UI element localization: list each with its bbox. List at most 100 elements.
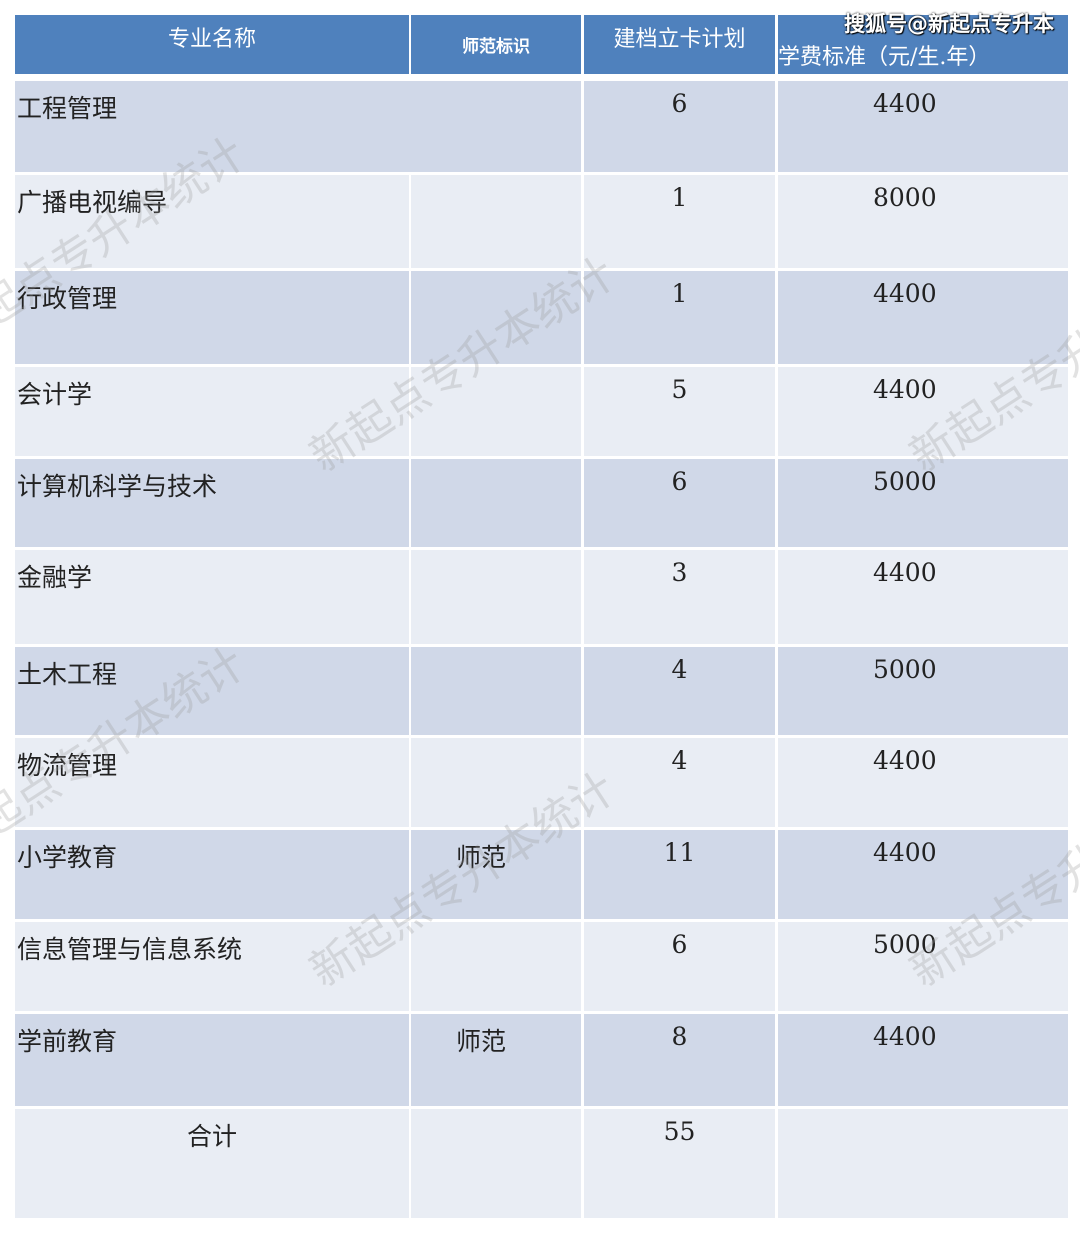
- plan-cell-text: 6: [671, 930, 688, 959]
- header-label: 专业名称: [167, 27, 256, 52]
- table-header: 专业名称 师范标识 建档立卡计划 学费标准（元/生.年）: [15, 15, 1068, 74]
- major-name-cell: 金融学: [15, 550, 409, 644]
- total-label-cell-text: 合计: [186, 1122, 237, 1151]
- normal-flag-cell: [411, 175, 581, 268]
- table-row: 学前教育 师范 8 4400: [15, 1014, 1068, 1106]
- fee-cell: 8000: [778, 175, 1068, 268]
- major-name-cell-text: 小学教育: [17, 843, 118, 872]
- total-row: 合计 55: [15, 1109, 1068, 1218]
- major-name-cell: 土木工程: [15, 647, 409, 735]
- plan-cell: 4: [584, 647, 775, 735]
- fee-cell-text: 4400: [873, 279, 937, 308]
- normal-flag-cell: [411, 459, 581, 547]
- header-label: 师范标识: [462, 37, 530, 57]
- fee-cell: 4400: [778, 367, 1068, 456]
- plan-cell: 1: [584, 271, 775, 364]
- major-name-cell: 信息管理与信息系统: [15, 922, 409, 1011]
- fee-cell-text: 4400: [873, 1022, 937, 1051]
- plan-cell: 11: [584, 830, 775, 919]
- table-row: 广播电视编导 1 8000: [15, 175, 1068, 268]
- major-name-cell: 会计学: [15, 367, 409, 456]
- fee-cell: 4400: [778, 81, 1068, 172]
- total-normal-cell: [411, 1109, 581, 1218]
- major-name-cell: 小学教育: [15, 830, 409, 919]
- plan-cell: 6: [584, 922, 775, 1011]
- major-name-cell: 学前教育: [15, 1014, 409, 1106]
- plan-cell: 4: [584, 738, 775, 827]
- header-label: 建档立卡计划: [613, 27, 746, 52]
- header-fee: 学费标准（元/生.年）: [778, 15, 1068, 74]
- plan-cell-text: 3: [671, 558, 688, 587]
- fee-cell-text: 4400: [873, 89, 937, 118]
- header-plan: 建档立卡计划: [584, 15, 775, 74]
- normal-flag-cell: [411, 738, 581, 827]
- plan-cell: 3: [584, 550, 775, 644]
- table-row: 小学教育 师范 11 4400: [15, 830, 1068, 919]
- normal-flag-cell: 师范: [411, 830, 581, 919]
- table-row: 工程管理 6 4400: [15, 81, 1068, 172]
- plan-cell-text: 1: [671, 279, 688, 308]
- fee-cell: 4400: [778, 550, 1068, 644]
- source-watermark: 搜狐号@新起点专升本: [844, 12, 1054, 36]
- normal-flag-cell: [411, 271, 581, 364]
- table-row: 金融学 3 4400: [15, 550, 1068, 644]
- plan-cell-text: 11: [663, 838, 696, 867]
- fee-cell-text: 4400: [873, 558, 937, 587]
- plan-cell-text: 8: [671, 1022, 688, 1051]
- major-name-cell: 计算机科学与技术: [15, 459, 409, 547]
- plan-cell-text: 6: [671, 89, 688, 118]
- total-fee-cell: [778, 1109, 1068, 1218]
- table-row: 行政管理 1 4400: [15, 271, 1068, 364]
- header-normal-flag: 师范标识: [411, 15, 581, 74]
- major-name-cell-text: 行政管理: [17, 284, 118, 313]
- major-name-cell: 行政管理: [15, 271, 409, 364]
- table-row: 信息管理与信息系统 6 5000: [15, 922, 1068, 1011]
- plan-cell: 5: [584, 367, 775, 456]
- normal-flag-cell: 师范: [411, 1014, 581, 1106]
- major-name-cell-text: 广播电视编导: [17, 188, 168, 217]
- plan-cell: 8: [584, 1014, 775, 1106]
- plan-cell-text: 1: [671, 183, 688, 212]
- major-name-cell-text: 学前教育: [17, 1027, 118, 1056]
- fee-cell: 5000: [778, 459, 1068, 547]
- major-name-cell-text: 金融学: [17, 563, 93, 592]
- normal-flag-cell-text: 师范: [455, 1027, 506, 1056]
- normal-flag-cell: [411, 367, 581, 456]
- plan-cell: 1: [584, 175, 775, 268]
- header-major: 专业名称: [15, 15, 409, 74]
- plan-cell-text: 6: [671, 467, 688, 496]
- major-name-cell-text: 信息管理与信息系统: [17, 935, 243, 964]
- major-name-cell-text: 计算机科学与技术: [17, 472, 218, 501]
- fee-cell: 5000: [778, 922, 1068, 1011]
- major-name-cell-text: 工程管理: [17, 94, 118, 123]
- major-name-cell: 广播电视编导: [15, 175, 409, 268]
- total-plan-cell-text: 55: [663, 1117, 696, 1146]
- table-row: 土木工程 4 5000: [15, 647, 1068, 735]
- total-label-cell: 合计: [15, 1109, 409, 1218]
- table-row: 物流管理 4 4400: [15, 738, 1068, 827]
- fee-cell: 4400: [778, 830, 1068, 919]
- table-row: 会计学 5 4400: [15, 367, 1068, 456]
- fee-cell-text: 4400: [873, 838, 937, 867]
- major-name-cell: 物流管理: [15, 738, 409, 827]
- fee-cell: 5000: [778, 647, 1068, 735]
- fee-cell-text: 4400: [873, 746, 937, 775]
- normal-flag-cell: [411, 550, 581, 644]
- plan-cell: 6: [584, 81, 775, 172]
- plan-cell-text: 4: [671, 746, 688, 775]
- fee-cell-text: 5000: [873, 467, 937, 496]
- fee-cell-text: 8000: [873, 183, 937, 212]
- plan-cell-text: 4: [671, 655, 688, 684]
- major-name-cell-text: 土木工程: [17, 660, 118, 689]
- fee-cell: 4400: [778, 271, 1068, 364]
- fee-cell-text: 5000: [873, 930, 937, 959]
- plan-cell-text: 5: [671, 375, 688, 404]
- major-name-cell: 工程管理: [15, 81, 581, 172]
- normal-flag-cell-text: 师范: [455, 843, 506, 872]
- major-name-cell-text: 会计学: [17, 380, 93, 409]
- total-plan-cell: 55: [584, 1109, 775, 1218]
- fee-cell: 4400: [778, 1014, 1068, 1106]
- table-row: 计算机科学与技术 6 5000: [15, 459, 1068, 547]
- header-label: 学费标准（元/生.年）: [778, 45, 991, 70]
- normal-flag-cell: [411, 647, 581, 735]
